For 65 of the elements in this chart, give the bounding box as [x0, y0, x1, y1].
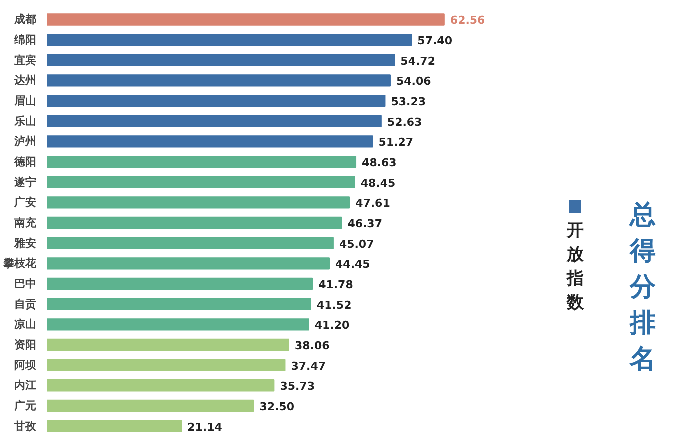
- bar: [48, 156, 357, 168]
- y-tick-label: 巴中: [14, 278, 36, 290]
- y-tick-label: 内江: [14, 379, 36, 392]
- data-label: 48.45: [360, 176, 396, 190]
- bar: [48, 216, 342, 230]
- bar: [48, 54, 396, 66]
- y-tick-label: 泸州: [14, 135, 36, 148]
- y-tick-label: 广安: [14, 196, 36, 210]
- y-tick-label: 自贡: [14, 298, 36, 311]
- y-tick-label: 攀枝花: [2, 257, 38, 270]
- bar: [48, 34, 412, 46]
- text: 总得分排名: [628, 200, 657, 375]
- y-tick-label: 广元: [14, 399, 36, 412]
- y-tick-label: 德阳: [14, 156, 36, 169]
- data-label: 32.50: [260, 400, 295, 414]
- y-tick-label: 凉山: [14, 318, 36, 332]
- y-tick-label: 宜宾: [14, 54, 36, 67]
- data-label: 21.14: [188, 420, 223, 434]
- data-label: 46.37: [348, 218, 382, 231]
- legend-label: 开放指数: [566, 220, 585, 313]
- bar: [48, 258, 330, 270]
- bar: [48, 380, 275, 392]
- data-label: 38.06: [294, 339, 330, 352]
- bar: [48, 359, 286, 372]
- y-tick-label: 乐山: [14, 114, 36, 128]
- data-label: 44.45: [336, 258, 370, 272]
- bar: [48, 74, 391, 87]
- y-tick-label: 遂宁: [14, 176, 36, 189]
- bar: [48, 94, 386, 108]
- bar: [48, 318, 310, 331]
- y-tick-label: 甘孜: [14, 420, 38, 433]
- bar: [48, 237, 334, 250]
- bar: [48, 136, 374, 148]
- bar: [48, 298, 312, 310]
- data-label: 45.07: [339, 238, 374, 251]
- data-label: 41.52: [316, 298, 352, 312]
- bar: [48, 338, 290, 352]
- data-label: 53.23: [391, 96, 426, 109]
- data-label: 62.56: [450, 14, 486, 28]
- bar: [48, 196, 350, 209]
- data-label: 54.72: [400, 54, 436, 68]
- bar: [48, 176, 356, 188]
- data-label: 41.78: [318, 278, 354, 292]
- data-label: 47.61: [356, 197, 390, 210]
- data-label: 48.63: [362, 156, 397, 170]
- data-label: 41.20: [314, 319, 350, 332]
- y-tick-label: 雅安: [14, 236, 36, 250]
- data-label: 37.47: [291, 360, 326, 373]
- data-label: 57.40: [418, 34, 453, 48]
- y-tick-label: 成都: [14, 13, 36, 26]
- y-tick-label: 绵阳: [14, 34, 36, 47]
- y-tick-label: 眉山: [14, 94, 36, 108]
- y-tick-label: 南充: [14, 216, 38, 230]
- bar: [48, 400, 254, 412]
- data-label: 35.73: [280, 380, 315, 394]
- y-tick-label: 达州: [14, 74, 36, 88]
- y-tick-label: 阿坝: [14, 358, 36, 372]
- bar: [48, 420, 182, 432]
- data-label: 51.27: [378, 136, 414, 150]
- bar: [48, 14, 445, 26]
- bar: [48, 115, 382, 128]
- data-label: 52.63: [387, 116, 422, 129]
- data-label: 54.06: [396, 75, 432, 88]
- y-tick-label: 资阳: [14, 338, 36, 352]
- bar: [48, 278, 314, 290]
